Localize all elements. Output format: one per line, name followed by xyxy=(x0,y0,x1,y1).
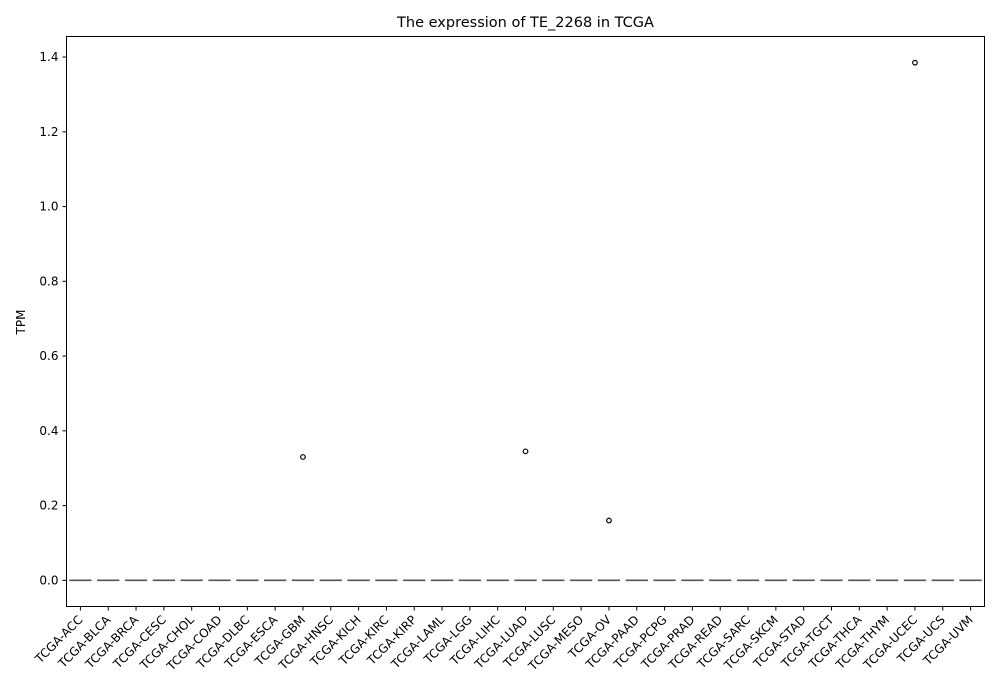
y-tick-label: 0.0 xyxy=(39,573,58,587)
y-tick-label: 0.8 xyxy=(39,274,58,288)
y-axis-label: TPM xyxy=(14,310,28,336)
outlier-point xyxy=(522,448,529,455)
outlier-point xyxy=(912,59,918,66)
y-tick-label: 1.2 xyxy=(39,125,58,139)
outlier-point xyxy=(606,517,612,524)
y-tick-label: 1.0 xyxy=(39,200,58,214)
outlier-point xyxy=(300,454,306,460)
chart-title: The expression of TE_2268 in TCGA xyxy=(396,15,654,31)
plot-frame xyxy=(66,36,985,607)
y-tick-label: 0.6 xyxy=(39,349,58,363)
y-tick-label: 0.2 xyxy=(39,499,58,513)
plot-area: 0.00.20.40.60.81.01.21.4TCGA-ACCTCGA-BLC… xyxy=(32,50,982,674)
y-tick-label: 0.4 xyxy=(39,424,58,438)
y-tick-label: 1.4 xyxy=(39,50,58,64)
